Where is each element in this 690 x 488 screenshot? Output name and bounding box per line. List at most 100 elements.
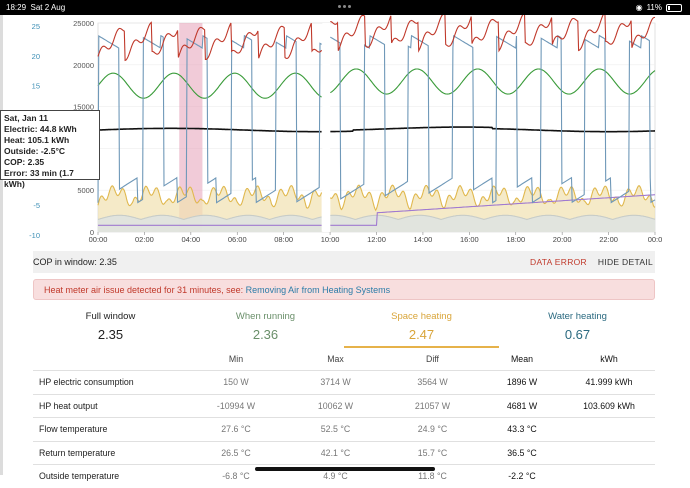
return-series: [97, 214, 322, 221]
temp-tick-label: -5: [33, 201, 40, 210]
cell-kwh: [563, 464, 655, 488]
battery-icon: [666, 3, 682, 12]
tooltip-date: Sat, Jan 11: [4, 113, 48, 123]
x-tick-label: 06:00: [228, 235, 247, 244]
temp-tick-label: 15: [32, 82, 40, 91]
cell-max: 52.5 °C: [287, 417, 384, 441]
cell-mean: 4681 W: [481, 393, 563, 418]
cell-min: -10994 W: [185, 393, 287, 418]
temp-tick-label: 25: [32, 22, 40, 31]
table-row: Return temperature 26.5 °C 42.1 °C 15.7 …: [33, 440, 655, 465]
stat-label: Water heating: [548, 311, 607, 322]
home-indicator[interactable]: [255, 467, 435, 471]
tooltip-heat: Heat: 105.1 kWh: [4, 135, 70, 145]
x-tick-label: 00:0: [648, 235, 663, 244]
x-tick-label: 02:00: [135, 235, 154, 244]
stat-value: 2.36: [252, 327, 279, 342]
tooltip-error: Error: 33 min (1.7 kWh): [4, 168, 74, 189]
table-row: HP heat output -10994 W 10062 W 21057 W …: [33, 393, 655, 418]
space-heat-series: [97, 184, 323, 209]
tooltip-outside: Outside: -2.5°C: [4, 146, 66, 156]
cell-diff: 21057 W: [384, 393, 481, 418]
header-name: [33, 348, 185, 371]
data-error-button[interactable]: DATA ERROR: [530, 257, 587, 267]
row-name: Outside temperature: [33, 464, 185, 488]
x-tick-label: 10:00: [321, 235, 340, 244]
cell-kwh: 103.609 kWh: [563, 393, 655, 418]
stat-label: When running: [235, 311, 296, 322]
tooltip-electric: Electric: 44.8 kWh: [4, 124, 77, 134]
table-header-row: Min Max Diff Mean kWh: [33, 348, 655, 371]
hide-detail-button[interactable]: HIDE DETAIL: [597, 257, 653, 267]
wifi-icon: ◉: [635, 3, 643, 12]
cell-max: 3714 W: [287, 370, 384, 394]
cop-stats: Full window 2.35 When running 2.36 Space…: [33, 308, 655, 348]
y-tick-label: 0: [90, 228, 94, 237]
header-max: Max: [327, 354, 344, 364]
stat-space-heating[interactable]: Space heating 2.47: [344, 308, 499, 348]
electric-series: [330, 15, 656, 53]
stat-value: 2.47: [408, 327, 435, 342]
stat-label: Full window: [85, 311, 136, 322]
x-tick-label: 00:00: [89, 235, 108, 244]
y-tick-label: 20000: [73, 61, 94, 70]
header-min: Min: [228, 354, 244, 364]
table-row: HP electric consumption 150 W 3714 W 356…: [33, 370, 655, 394]
y-tick-label: 5000: [77, 186, 94, 195]
cell-kwh: [563, 440, 655, 465]
outside-temp-series: [98, 127, 322, 133]
stats-table: Min Max Diff Mean kWh HP electric consum…: [33, 348, 655, 488]
cell-mean: 36.5 °C: [481, 440, 563, 465]
cell-mean: 1896 W: [481, 370, 563, 394]
table-row: Flow temperature 27.6 °C 52.5 °C 24.9 °C…: [33, 417, 655, 441]
stat-value: 0.67: [564, 327, 591, 342]
header-mean: Mean: [510, 354, 533, 364]
cell-min: 26.5 °C: [185, 440, 287, 465]
cell-min: 150 W: [185, 370, 287, 394]
x-tick-label: 16:00: [460, 235, 479, 244]
x-tick-label: 18:00: [506, 235, 525, 244]
cell-diff: 15.7 °C: [384, 440, 481, 465]
window-edge: [0, 15, 3, 475]
row-name: HP heat output: [33, 393, 185, 418]
temp-tick-label: 20: [32, 52, 40, 61]
x-tick-label: 08:00: [274, 235, 293, 244]
row-name: Flow temperature: [33, 417, 185, 441]
kwh-series: [330, 194, 656, 226]
stat-value: 2.35: [97, 327, 124, 342]
stat-water-heating[interactable]: Water heating 0.67: [500, 308, 655, 342]
electric-series: [97, 21, 323, 62]
error-band: [179, 23, 203, 232]
alert-text: Heat meter air issue detected for 31 min…: [44, 285, 246, 295]
heatpump-chart[interactable]: 25000200001500010000500002520151050-5-10…: [0, 15, 690, 250]
stat-when-running[interactable]: When running 2.36: [188, 308, 343, 342]
chart-tooltip: Sat, Jan 11 Electric: 44.8 kWh Heat: 105…: [0, 110, 100, 189]
cell-kwh: 41.999 kWh: [563, 370, 655, 394]
stat-full-window[interactable]: Full window 2.35: [33, 308, 188, 342]
cell-diff: 24.9 °C: [384, 417, 481, 441]
heat-series: [97, 72, 322, 99]
x-tick-label: 04:00: [181, 235, 200, 244]
header-kwh: kWh: [600, 354, 618, 364]
flow-temp-series: [330, 34, 656, 204]
y-tick-label: 15000: [73, 103, 94, 112]
multitask-dots-icon[interactable]: [338, 5, 351, 8]
y-tick-label: 25000: [73, 19, 94, 28]
air-issue-alert: Heat meter air issue detected for 31 min…: [33, 279, 655, 300]
cell-diff: 3564 W: [384, 370, 481, 394]
row-name: Return temperature: [33, 440, 185, 465]
alert-link[interactable]: Removing Air from Heating Systems: [245, 285, 391, 295]
return-series-area: [330, 215, 655, 232]
cell-mean: -2.2 °C: [481, 464, 563, 488]
return-series-area: [98, 215, 322, 232]
cell-max: 10062 W: [287, 393, 384, 418]
status-date: Sat 2 Aug: [30, 3, 66, 12]
temp-tick-label: -10: [29, 231, 40, 240]
cell-min: 27.6 °C: [185, 417, 287, 441]
return-series: [330, 214, 656, 221]
x-tick-label: 14:00: [414, 235, 433, 244]
cell-mean: 43.3 °C: [481, 417, 563, 441]
cell-max: 42.1 °C: [287, 440, 384, 465]
header-diff: Diff: [425, 354, 440, 364]
x-tick-label: 22:00: [599, 235, 618, 244]
